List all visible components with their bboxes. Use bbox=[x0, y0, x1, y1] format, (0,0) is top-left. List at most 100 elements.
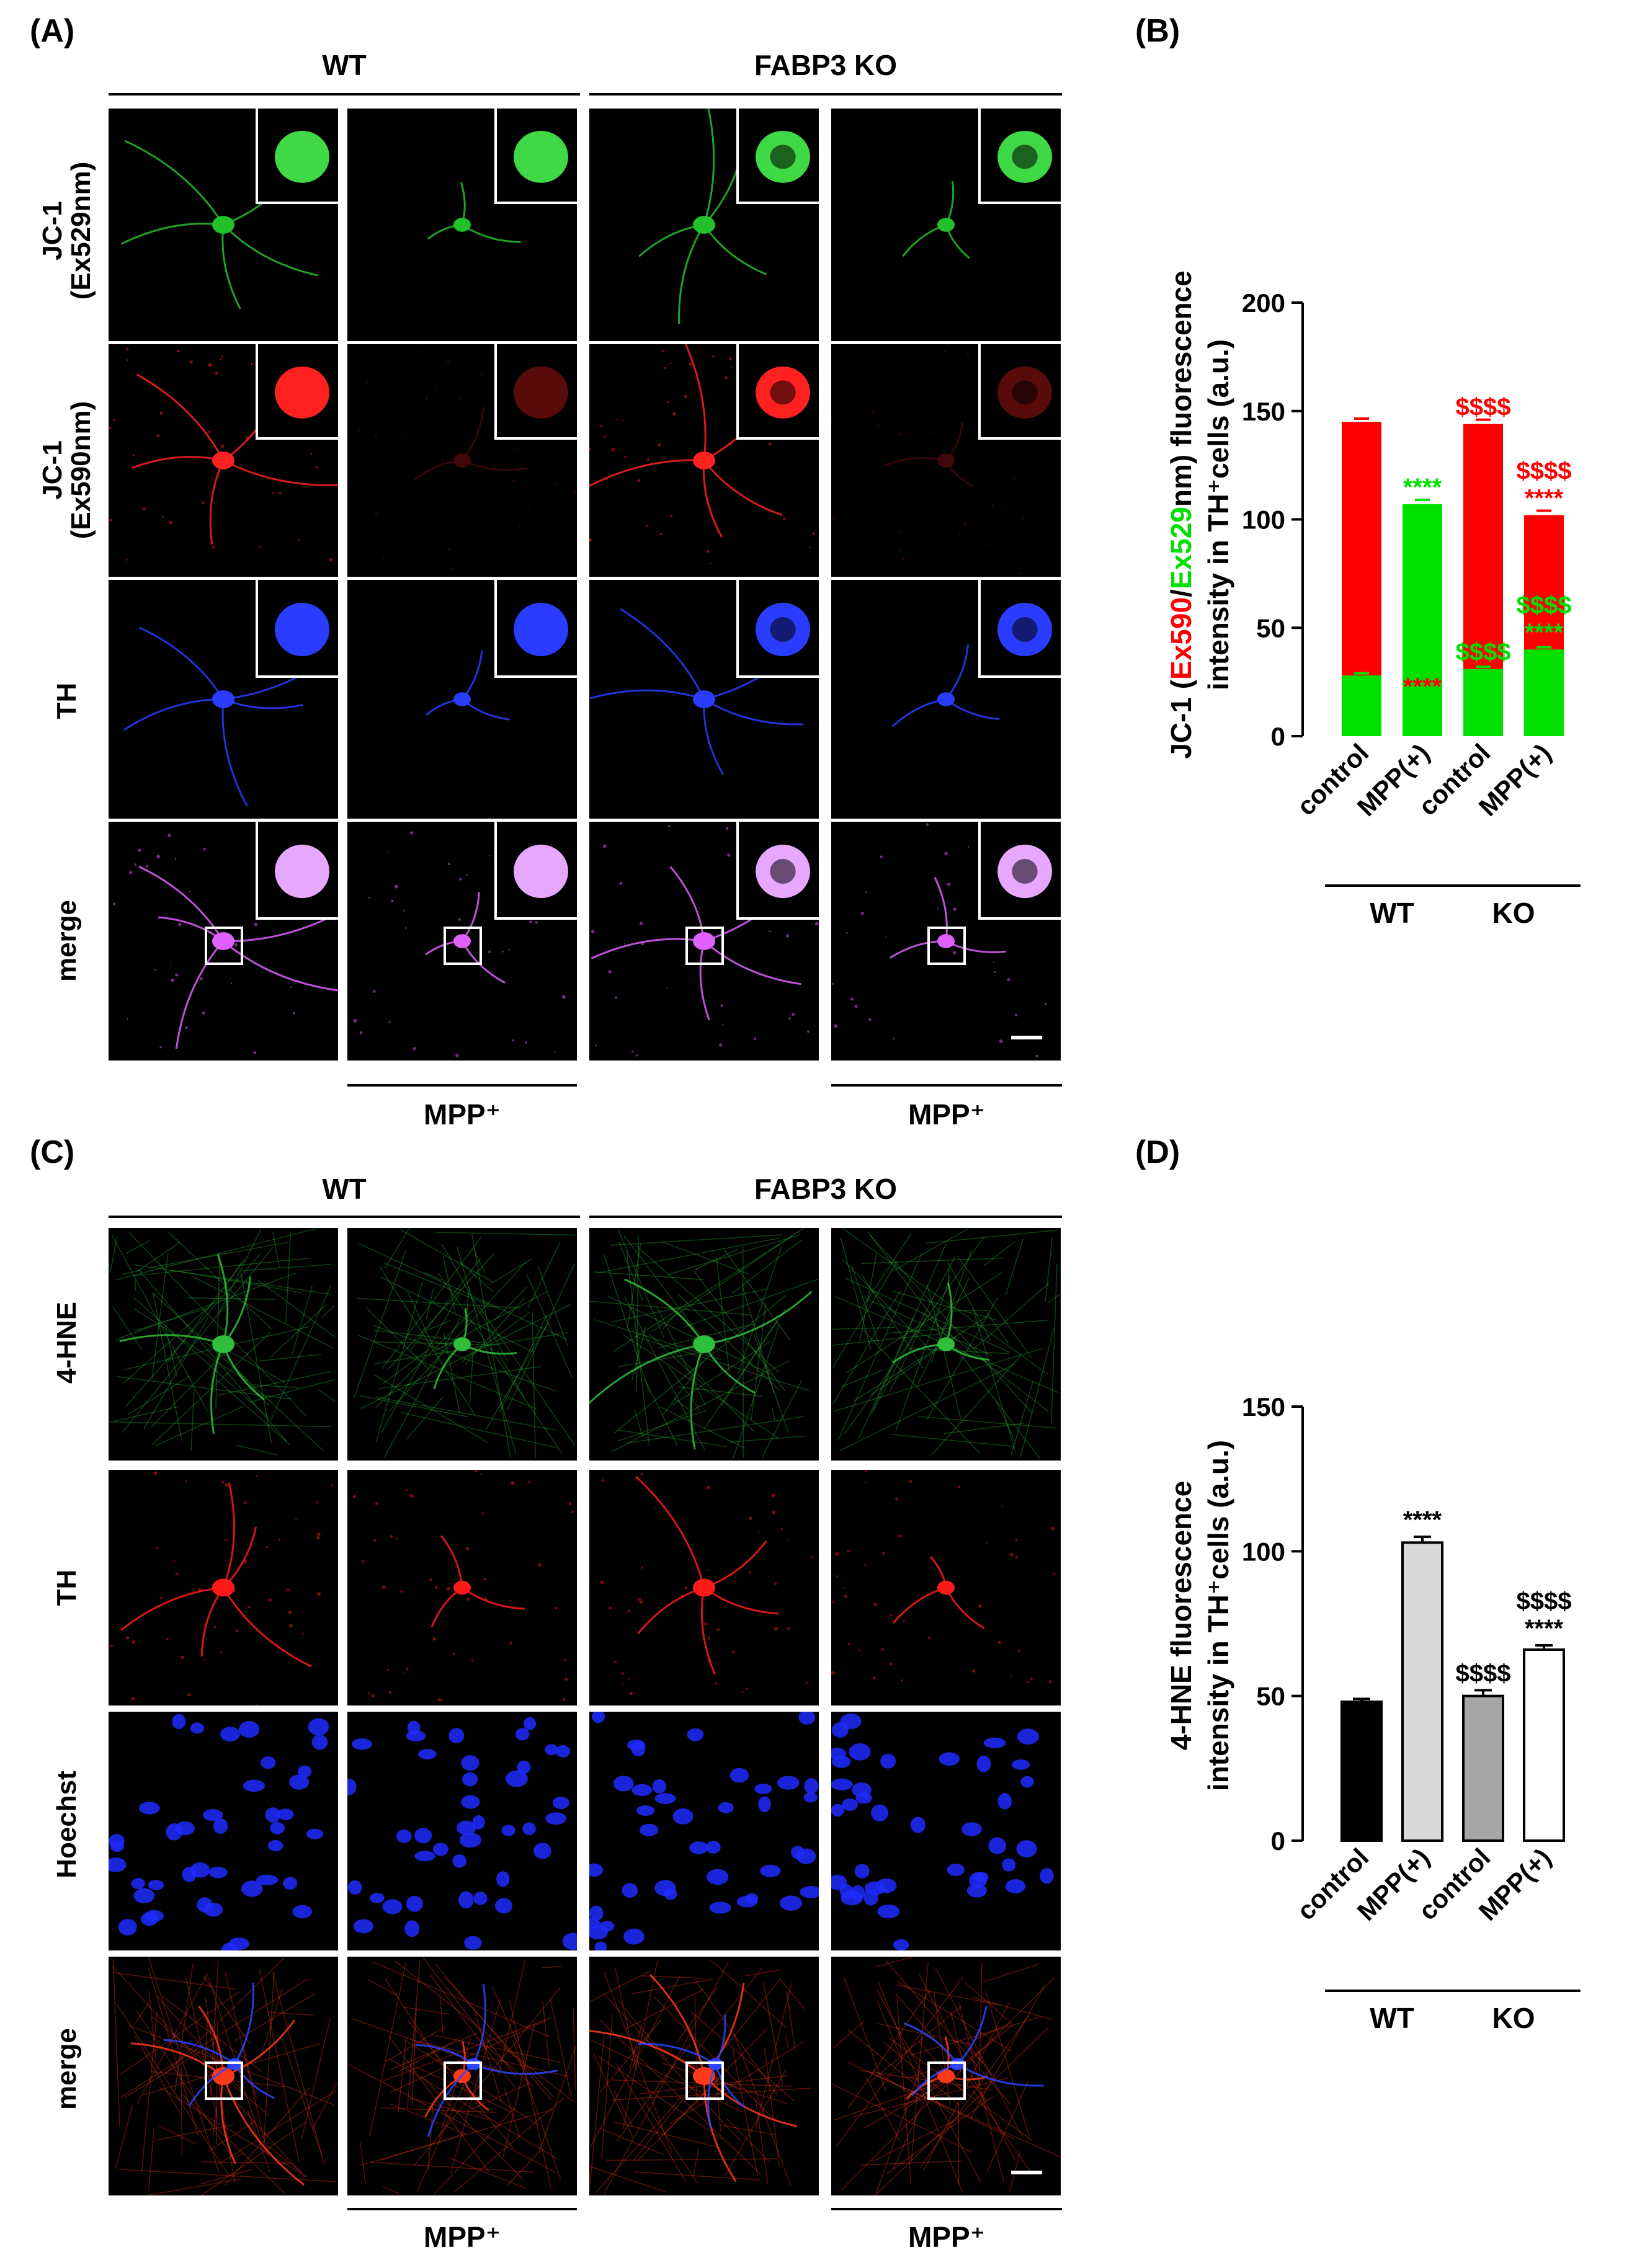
panel-d-annotation-3-1: **** bbox=[1525, 1615, 1564, 1642]
panel-a-inset-r4-c3 bbox=[736, 822, 819, 920]
panel-b-group-label-KO: KO bbox=[1492, 897, 1535, 929]
panel-a-inset-r1-c3 bbox=[736, 109, 819, 204]
panel-d-chart: 4-HNE fluorescence intensity in TH⁺cells… bbox=[1165, 1392, 1581, 2034]
panel-b-y-tick-label-200: 200 bbox=[1242, 288, 1285, 318]
panel-d-bar-1 bbox=[1340, 1701, 1383, 1842]
panel-b-y-tick-label-50: 50 bbox=[1256, 613, 1285, 643]
panel-c-treatment-line-1 bbox=[347, 2208, 577, 2210]
panel-a-row-label-merge: merge bbox=[51, 899, 82, 982]
panel-b-chart: JC-1 (Ex590/Ex529nm) fluorescence intens… bbox=[1165, 270, 1581, 929]
panel-a-inset-r3-c3 bbox=[736, 580, 819, 678]
panel-a-micrograph-r4-c1 bbox=[109, 822, 338, 1061]
panel-d-group-label-KO: KO bbox=[1492, 2002, 1535, 2034]
panel-a-inset-r3-c2 bbox=[494, 580, 577, 678]
panel-b-annotation-5-2: $$$$ bbox=[1517, 458, 1572, 485]
panel-c-micrograph-r3-c2 bbox=[347, 1712, 577, 1950]
panel-c-micrograph-r3-c3 bbox=[589, 1712, 819, 1950]
panel-a-row-label-th: TH bbox=[51, 682, 82, 719]
panel-a-group-ko-line bbox=[589, 93, 1062, 96]
panel-a-roi-box-r4-c2 bbox=[444, 927, 483, 966]
panel-c-micrograph-r1-c3 bbox=[589, 1228, 819, 1461]
panel-a-micrograph-r3-c3 bbox=[589, 580, 819, 819]
panel-a-label: (A) bbox=[30, 13, 75, 49]
panel-a-inset-r3-c1 bbox=[255, 580, 338, 678]
panel-c-roi-box-r4-c3 bbox=[685, 2061, 725, 2101]
panel-a-micrograph-r1-c3 bbox=[589, 109, 819, 341]
panel-b-ylabel-green: Ex529 bbox=[1165, 507, 1197, 589]
panel-a-inset-r3-c4 bbox=[978, 580, 1061, 678]
panel-c-label: (C) bbox=[30, 1134, 75, 1170]
panel-a-micrograph-r4-c2 bbox=[347, 822, 577, 1061]
panel-a-inset-r4-c4 bbox=[978, 822, 1061, 920]
panel-a-inset-r1-c4 bbox=[978, 109, 1061, 204]
panel-b-bar-Ex529-2 bbox=[1403, 504, 1442, 736]
panel-b-bar-Ex529-3 bbox=[1463, 669, 1503, 736]
panel-d-bar-3 bbox=[1462, 1694, 1504, 1843]
panel-a-inset-r2-c2 bbox=[494, 344, 577, 440]
panel-b-annotation-2-1: **** bbox=[1403, 674, 1442, 701]
panel-a-micrograph-r2-c3 bbox=[589, 344, 819, 577]
panel-c-micrograph-r4-c3 bbox=[589, 1957, 819, 2195]
panel-c-group-ko-line bbox=[589, 1216, 1062, 1218]
panel-d-bar-4 bbox=[1523, 1648, 1565, 1842]
panel-c-micrograph-r2-c4 bbox=[831, 1470, 1061, 1705]
panel-c-micrograph-r1-c4 bbox=[831, 1228, 1061, 1461]
panel-c-group-wt: WT bbox=[322, 1173, 367, 1205]
panel-a-inset-r1-c2 bbox=[494, 109, 577, 204]
panel-c-micrograph-r4-c1 bbox=[109, 1957, 338, 2195]
panel-c-treatment-label-2: MPP⁺ bbox=[908, 2221, 985, 2253]
panel-a-micrograph-r3-c1 bbox=[109, 580, 338, 819]
panel-c-roi-box-r4-c4 bbox=[927, 2061, 966, 2101]
panel-a-treatment-line-1 bbox=[347, 1084, 577, 1087]
panel-a-group-ko: FABP3 KO bbox=[754, 49, 898, 81]
panel-d-bar-2 bbox=[1401, 1541, 1443, 1842]
panel-a-inset-r2-c3 bbox=[736, 344, 819, 440]
panel-a-roi-box-r4-c4 bbox=[927, 927, 966, 966]
panel-b-bar-Ex529-4 bbox=[1524, 649, 1564, 736]
panel-d-annotation-2-1: $$$$ bbox=[1456, 1660, 1511, 1687]
panel-c-group-ko: FABP3 KO bbox=[754, 1173, 898, 1205]
panel-d-y-tick-label-100: 100 bbox=[1242, 1537, 1285, 1566]
panel-b-annotation-5-1: **** bbox=[1525, 485, 1564, 512]
panel-b-annotation-3-1: $$$$ bbox=[1456, 394, 1511, 421]
panel-b-ylabel-red: Ex590 bbox=[1165, 597, 1197, 680]
panel-c-row-label-4hne: 4-HNE bbox=[51, 1301, 82, 1384]
panel-a-group-wt-line bbox=[109, 93, 580, 96]
panel-c-treatment-label-1: MPP⁺ bbox=[424, 2221, 501, 2253]
panel-b-group-label-WT: WT bbox=[1370, 897, 1414, 929]
panel-a-micrograph-r3-c4 bbox=[831, 580, 1061, 819]
panel-c-micrograph-r3-c1 bbox=[109, 1712, 338, 1950]
panel-a-roi-box-r4-c3 bbox=[685, 927, 725, 966]
panel-b-ylabel-prefix: JC-1 ( bbox=[1165, 679, 1197, 758]
panel-c-roi-box-r4-c1 bbox=[205, 2061, 244, 2101]
panel-a-row-label-jc1-590: JC-1 (Ex590nm) bbox=[37, 401, 96, 540]
panel-d-group-label-WT: WT bbox=[1370, 2002, 1414, 2034]
panel-a-inset-r2-c1 bbox=[255, 344, 338, 440]
panel-c-row-label-hoechst: Hoechst bbox=[51, 1771, 82, 1879]
panel-a-inset-r4-c2 bbox=[494, 822, 577, 920]
panel-d-annotation-1-1: **** bbox=[1403, 1506, 1442, 1534]
panel-a-inset-r4-c1 bbox=[255, 822, 338, 920]
panel-c-row-label-merge: merge bbox=[51, 2027, 82, 2110]
panel-a-micrograph-r2-c2 bbox=[347, 344, 577, 577]
panel-c-micrograph-r2-c3 bbox=[589, 1470, 819, 1705]
panel-d-label: (D) bbox=[1135, 1134, 1180, 1170]
panel-d-y-tick-label-50: 50 bbox=[1256, 1682, 1285, 1711]
panel-a-row-label-jc1-529: JC-1 (Ex529nm) bbox=[37, 161, 96, 300]
panel-d-y-tick-label-150: 150 bbox=[1242, 1392, 1285, 1421]
panel-b-bar-Ex529-1 bbox=[1342, 675, 1381, 736]
panel-b-y-tick-label-0: 0 bbox=[1271, 722, 1285, 751]
panel-a-roi-box-r4-c1 bbox=[205, 927, 244, 966]
panel-b-ylabel-suffix: nm) fluorescence bbox=[1165, 270, 1197, 507]
panel-b-ylabel-line2: intensity in TH⁺cells (a.u.) bbox=[1202, 339, 1234, 690]
panel-c-micrograph-r4-c2 bbox=[347, 1957, 577, 2195]
panel-a-treatment-label-1: MPP⁺ bbox=[424, 1098, 501, 1131]
panel-c-group-wt-line bbox=[109, 1216, 580, 1218]
panel-a-micrograph-r4-c3 bbox=[589, 822, 819, 1061]
panel-b-ylabel-slash: / bbox=[1165, 589, 1197, 597]
panel-c-micrograph-r3-c4 bbox=[831, 1712, 1061, 1950]
panel-c-roi-box-r4-c2 bbox=[444, 2061, 483, 2101]
panel-d-ylabel-line2: intensity in TH⁺cells (a.u.) bbox=[1202, 1440, 1234, 1791]
panel-d-y-tick-label-0: 0 bbox=[1271, 1826, 1285, 1856]
panel-d-ylabel-line1: 4-HNE fluorescence bbox=[1165, 1481, 1197, 1751]
